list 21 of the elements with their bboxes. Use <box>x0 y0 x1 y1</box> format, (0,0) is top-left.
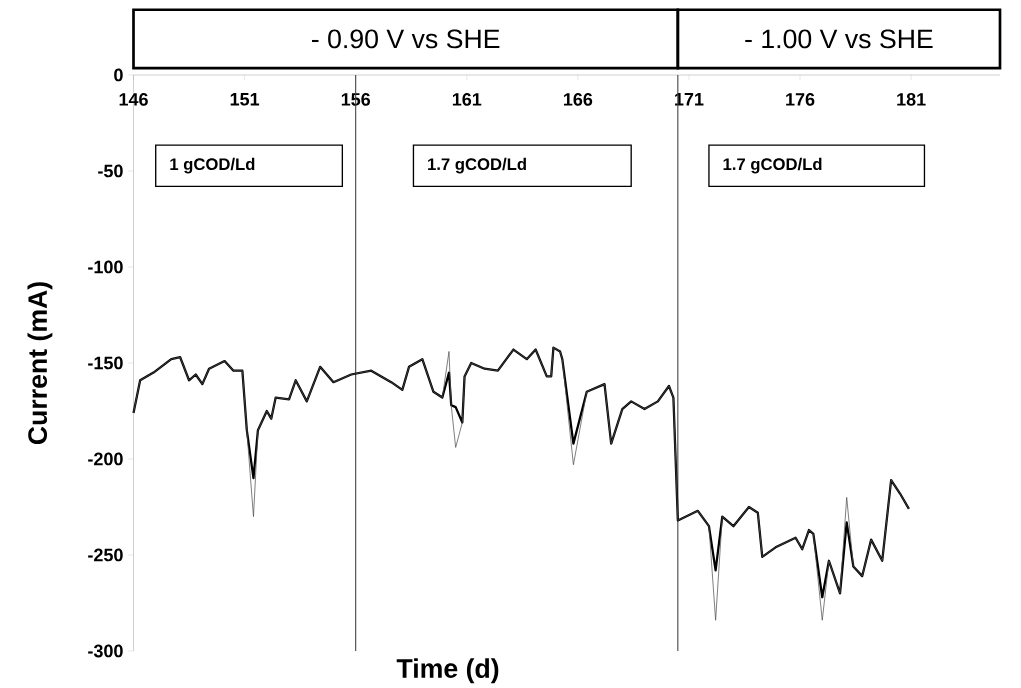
y-tick-label: -100 <box>88 260 123 274</box>
x-tick-label: 161 <box>452 93 482 106</box>
annotation: 1.7 gCOD/Ld <box>723 157 822 174</box>
y-tick-label: -300 <box>88 644 123 658</box>
text: - 1.00 V vs SHE <box>745 29 933 49</box>
x-tick-label: 176 <box>786 93 815 106</box>
y-tick-label: -200 <box>88 452 123 466</box>
annotation: 1.7 gCOD/Ld <box>428 157 526 174</box>
x-tick-label: 151 <box>230 93 260 106</box>
annotation: 1 gCOD/Ld <box>170 157 255 174</box>
y-tick-label: -50 <box>98 164 123 178</box>
x-tick-label: 171 <box>675 93 704 106</box>
y-tick-label: -150 <box>88 356 123 370</box>
x-tick-label: 146 <box>119 93 148 106</box>
text: - 0.90 V vs SHE <box>312 29 500 49</box>
x-axis-title: Time (d) <box>396 658 499 684</box>
x-tick-label: 181 <box>897 93 926 106</box>
y-tick-label: -250 <box>88 548 123 562</box>
x-tick-label: 166 <box>563 93 593 106</box>
y-axis-title: Current (mA) <box>27 282 53 445</box>
y-tick-label: 0 <box>114 68 123 82</box>
